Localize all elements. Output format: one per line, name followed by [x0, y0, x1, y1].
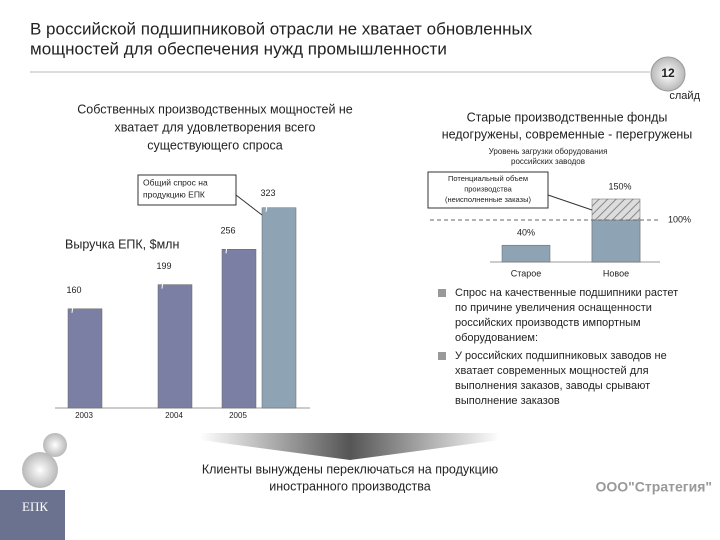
page-number: 12 — [661, 66, 675, 80]
series-label: продукцию ЕПК — [143, 189, 205, 199]
conclusion: иностранного производства — [269, 479, 431, 493]
conclusion: Клиенты вынуждены переключаться на проду… — [202, 462, 498, 476]
x-tick-label: 2005 — [229, 411, 247, 420]
bullet-text: выполнения заказов, заводы срывают — [455, 380, 650, 392]
left-heading: существующего спроса — [147, 138, 283, 152]
x-tick-label: Старое — [511, 268, 542, 278]
data-label: 150% — [608, 181, 631, 191]
left-heading: Собственных производственных мощностей н… — [77, 102, 353, 116]
bullet-text: выполнение заказов — [455, 395, 560, 407]
x-tick-label: 2004 — [165, 411, 183, 420]
chart-subtitle: Уровень загрузки оборудования — [489, 147, 608, 156]
bar — [157, 284, 193, 409]
series-label: (неисполненные заказы) — [445, 195, 531, 204]
data-label: 323 — [260, 188, 275, 198]
bar — [67, 308, 103, 409]
callout-line — [235, 194, 263, 216]
bar — [221, 249, 257, 409]
bullet-icon — [438, 352, 446, 360]
callout-box — [137, 174, 237, 206]
bullet-text: российских производств импортным — [455, 317, 641, 329]
callout-box — [427, 171, 549, 209]
series-label: Общий спрос на — [143, 177, 208, 187]
series-label: Потенциальный объем — [448, 174, 528, 183]
bullet-icon — [438, 289, 446, 297]
data-label: 40% — [517, 228, 535, 238]
x-tick-label: Новое — [603, 268, 629, 278]
bullet-text: У российских подшипниковых заводов не — [455, 350, 667, 362]
data-label: 160 — [66, 285, 81, 295]
bullet-text: хватает современных мощностей для — [455, 365, 649, 377]
data-label: 100% — [668, 214, 691, 224]
series-label: производства — [464, 184, 512, 193]
right-heading: Старые производственные фонды — [467, 110, 668, 124]
company: ООО"Стратегия" — [596, 479, 713, 495]
slide-title: В российской подшипниковой отрасли не хв… — [30, 19, 533, 38]
bullet-text: Спрос на качественные подшипники растет — [455, 287, 678, 299]
page-badge — [650, 56, 686, 92]
data-label: 256 — [220, 226, 235, 236]
right-heading: недогружены, современные - перегружены — [442, 127, 693, 141]
x-tick-label: 2003 — [75, 411, 93, 420]
page-label: слайд — [669, 90, 700, 102]
bar — [501, 244, 551, 263]
series-label: Выручка ЕПК, $млн — [65, 237, 179, 251]
conclusion-arrow — [200, 433, 500, 460]
slide-title: мощностей для обеспечения нужд промышлен… — [30, 39, 447, 58]
chart-subtitle: российских заводов — [511, 157, 585, 166]
callout-line — [547, 194, 593, 211]
logo-ball — [43, 433, 67, 457]
logo-box — [0, 490, 65, 540]
bar — [591, 219, 641, 263]
bullet-text: по причине увеличения оснащенности — [455, 302, 652, 314]
bullet-text: оборудованием: — [455, 332, 538, 344]
left-heading: хватает для удовлетворения всего — [115, 120, 316, 134]
leader-line — [225, 236, 229, 254]
logo: ЕПК — [22, 499, 48, 514]
leader-line — [161, 271, 165, 289]
logo-ball — [22, 452, 58, 488]
leader-line — [265, 198, 269, 212]
leader-line — [71, 295, 75, 313]
bar — [261, 207, 297, 409]
data-label: 199 — [156, 261, 171, 271]
